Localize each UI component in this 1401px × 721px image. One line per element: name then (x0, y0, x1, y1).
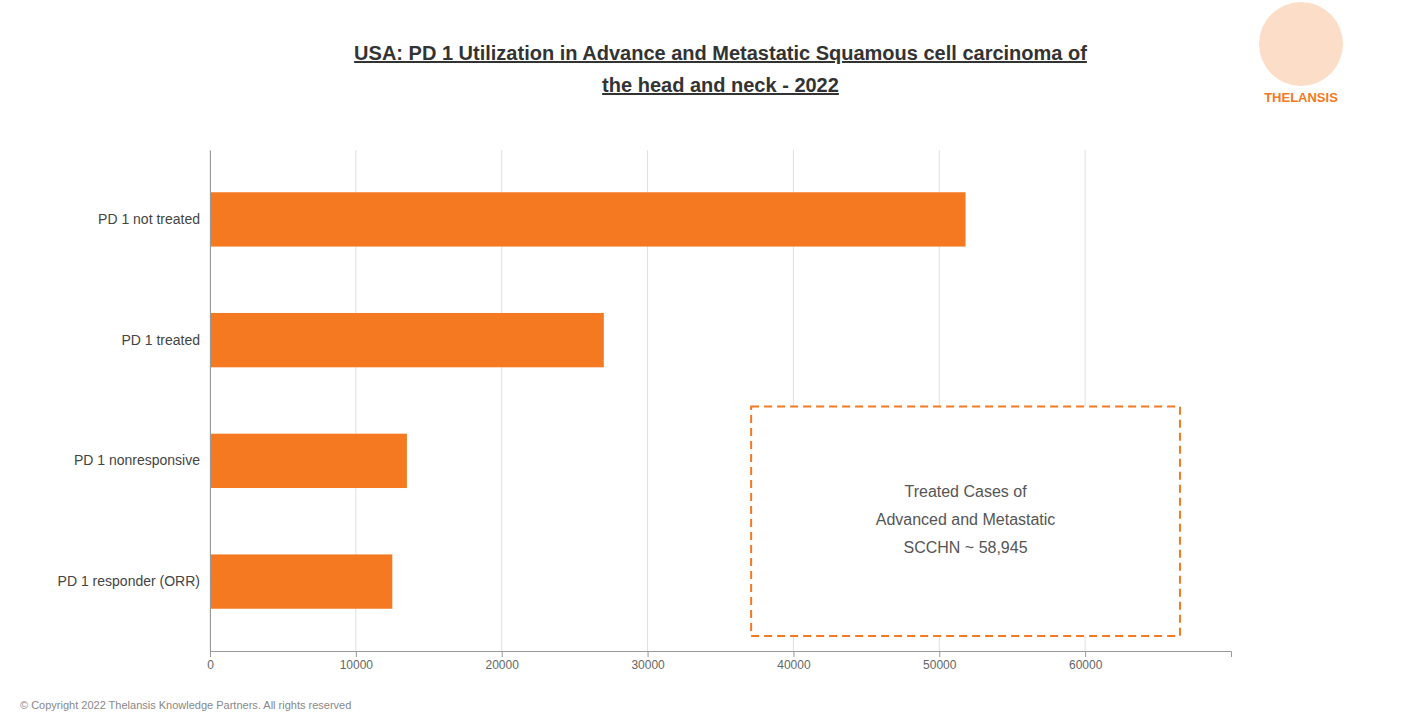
x-tick-label: 50000 (923, 658, 957, 672)
grid-line (210, 150, 211, 651)
x-tick: 10000 (340, 651, 374, 672)
logo-text: THELANSIS (1264, 90, 1338, 105)
annotation-text: Treated Cases of Advanced and Metastatic S… (876, 483, 1056, 556)
title-line: the head and neck - 2022 (602, 74, 839, 96)
bar (210, 192, 966, 246)
x-tick: 60000 (1069, 651, 1103, 672)
bar (210, 434, 407, 488)
x-tick-label: 30000 (631, 658, 665, 672)
annotation-line: Advanced and Metastatic (876, 511, 1056, 528)
y-tick-label: PD 1 not treated (98, 211, 200, 227)
chart: 0 10000 20000 30000 40000 50000 60000 PD 1 not … (0, 0, 1401, 721)
bar (210, 313, 604, 367)
x-tick-mark (210, 651, 211, 657)
x-tick-mark (502, 651, 503, 657)
x-tick-label: 20000 (486, 658, 520, 672)
x-tick-label: 10000 (340, 658, 374, 672)
x-tick-label: 40000 (777, 658, 811, 672)
x-tick-mark (648, 651, 649, 657)
annotation-line: Treated Cases of (904, 483, 1027, 500)
footer: © Copyright 2022 Thelansis Knowledge Par… (20, 699, 351, 711)
x-axis-line (211, 652, 1232, 658)
y-tick-label: PD 1 nonresponsive (74, 452, 200, 468)
y-axis: PD 1 not treated PD 1 treated PD 1 nonresp… (58, 151, 211, 652)
plot: 0 10000 20000 30000 40000 50000 60000 PD 1 not … (58, 150, 1232, 672)
logo-circle (1259, 2, 1343, 86)
x-tick: 30000 (631, 651, 665, 672)
y-tick: PD 1 responder (ORR) (58, 573, 200, 589)
y-tick-label: PD 1 treated (121, 332, 200, 348)
y-axis-line (210, 151, 211, 652)
x-tick: 20000 (486, 651, 520, 672)
x-tick: 40000 (777, 651, 811, 672)
annotation-box (751, 407, 1180, 636)
annotation-line: SCCHN ~ 58,945 (904, 539, 1028, 556)
x-tick-mark (793, 651, 794, 657)
bar (210, 554, 392, 608)
y-tick: PD 1 nonresponsive (74, 452, 200, 468)
x-tick: 0 (207, 651, 214, 672)
annotation: Treated Cases of Advanced and Metastatic S… (751, 407, 1180, 636)
x-tick-mark (939, 651, 940, 657)
x-tick-label: 60000 (1069, 658, 1103, 672)
y-tick: PD 1 treated (121, 332, 200, 348)
title-line: USA: PD 1 Utilization in Advance and Met… (354, 42, 1087, 64)
x-axis: 0 10000 20000 30000 40000 50000 60000 (207, 651, 1231, 672)
title: USA: PD 1 Utilization in Advance and Met… (354, 42, 1087, 96)
x-tick-mark (356, 651, 357, 657)
x-tick-mark (1085, 651, 1086, 657)
y-tick: PD 1 not treated (98, 211, 200, 227)
y-tick-label: PD 1 responder (ORR) (58, 573, 200, 589)
x-tick: 50000 (923, 651, 957, 672)
x-tick-label: 0 (207, 658, 214, 672)
